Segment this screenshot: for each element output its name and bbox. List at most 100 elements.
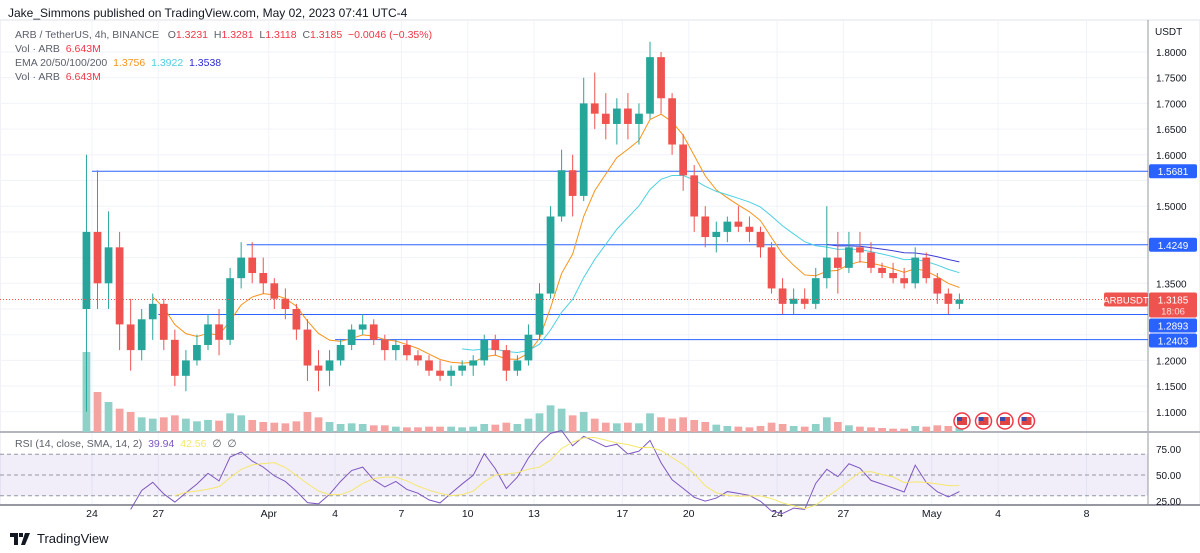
candle-body: [811, 278, 820, 304]
volume-bar: [878, 428, 886, 432]
volume-bar: [491, 424, 500, 432]
candle: [115, 231, 124, 351]
symbol-badge: [1104, 292, 1148, 307]
candle: [369, 319, 378, 345]
footer-brand[interactable]: TradingView: [10, 531, 109, 546]
candle-body: [259, 273, 268, 284]
x-tick-label: Apr: [261, 508, 278, 520]
volume-bar: [690, 420, 699, 432]
candle-body: [513, 360, 522, 371]
candle: [524, 324, 533, 366]
rsi-legend[interactable]: RSI (14, close, SMA, 14, 2) 39.94 42.56 …: [15, 438, 236, 450]
candle: [414, 350, 422, 366]
volume-bar: [789, 426, 798, 432]
flag-canton: [957, 417, 962, 421]
candle: [756, 226, 765, 258]
volume-bar: [601, 422, 610, 432]
y-tick-label: 1.6000: [1156, 151, 1187, 162]
candle: [701, 206, 710, 248]
rsi-line: [130, 430, 960, 515]
currency-label: USDT: [1155, 27, 1182, 38]
volume-bar: [259, 422, 268, 432]
volume-bar: [811, 424, 820, 432]
candle-body: [535, 293, 544, 335]
low-value: 1.3118: [265, 29, 297, 41]
candle: [325, 350, 334, 387]
us-flag-icon[interactable]: [1017, 412, 1036, 430]
x-tick-label: 4: [995, 508, 1001, 520]
volume-bar: [281, 423, 290, 432]
candle-body: [668, 98, 676, 145]
volume-bar: [745, 427, 754, 432]
empty-value: ∅: [227, 438, 237, 450]
volume-bar: [646, 413, 654, 432]
candle: [568, 154, 577, 217]
y-tick-label: 1.3500: [1156, 279, 1187, 290]
candle-body: [369, 324, 378, 340]
y-tick-label: 1.8000: [1156, 48, 1187, 59]
candle: [778, 278, 787, 315]
y-tick-label: 1.7500: [1156, 74, 1187, 85]
volume-bar: [226, 413, 234, 432]
candle: [657, 52, 665, 114]
y-tick-label: 1.1500: [1156, 382, 1187, 393]
candle-body: [182, 360, 190, 376]
volume-bar: [325, 422, 334, 432]
candle-body: [226, 278, 234, 340]
flag-canton: [978, 417, 984, 421]
volume-value: 6.643M: [65, 71, 101, 83]
volume-legend-2[interactable]: Vol · ARB 6.643M: [15, 71, 101, 83]
candle-body: [568, 170, 577, 196]
volume-bar: [557, 408, 566, 432]
candle-body: [336, 344, 345, 361]
candle: [734, 206, 743, 232]
candle-body: [756, 231, 765, 248]
volume-bar: [889, 428, 897, 432]
symbol-badge-label: ARBUSDT: [1103, 295, 1149, 306]
volume-bar: [701, 422, 710, 432]
volume-bar: [624, 422, 632, 432]
candle: [579, 77, 588, 202]
candle: [126, 298, 135, 371]
volume-bar: [303, 412, 312, 432]
volume-bar: [546, 405, 555, 432]
candle: [712, 221, 721, 253]
volume-legend[interactable]: Vol · ARB 6.643M: [15, 43, 101, 55]
candle: [204, 314, 212, 351]
candle: [878, 262, 886, 279]
volume-bar: [436, 426, 444, 432]
volume-bar: [480, 424, 489, 432]
candle-body: [303, 329, 312, 366]
volume-label: Vol · ARB: [15, 71, 60, 83]
x-tick-label: 7: [398, 508, 404, 520]
volume-label: Vol · ARB: [15, 43, 60, 55]
candle-body: [414, 355, 422, 361]
us-flag-icon[interactable]: [996, 412, 1014, 430]
candle-body: [590, 103, 599, 114]
volume-bar: [944, 426, 953, 432]
candle: [458, 360, 467, 376]
symbol-name[interactable]: ARB / TetherUS, 4h, BINANCE: [15, 29, 159, 41]
volume-bar: [126, 412, 135, 432]
x-tick-label: 27: [152, 508, 164, 520]
candle: [226, 267, 234, 345]
volume-bar: [657, 417, 665, 432]
candle-body: [612, 108, 621, 124]
candle: [944, 288, 953, 315]
candle-body: [624, 108, 632, 124]
candle: [789, 288, 798, 315]
y-tick-label: 1.6500: [1156, 125, 1187, 136]
us-flag-icon[interactable]: [953, 412, 971, 430]
candle-body: [403, 344, 411, 356]
volume-value: 6.643M: [65, 43, 101, 55]
ema-legend[interactable]: EMA 20/50/100/200 1.3756 1.3922 1.3538: [15, 57, 221, 69]
volume-bar: [358, 424, 367, 432]
volume-bar: [137, 417, 146, 432]
us-flag-icon[interactable]: [974, 412, 993, 430]
candle-body: [237, 257, 246, 279]
candle-body: [126, 324, 135, 351]
candle: [668, 93, 676, 155]
candle-body: [524, 334, 533, 361]
